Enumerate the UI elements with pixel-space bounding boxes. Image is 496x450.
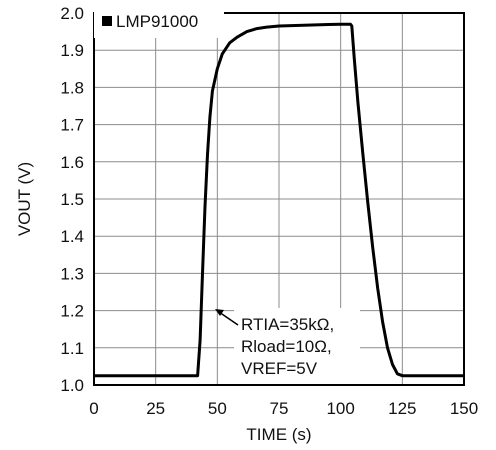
y-tick-label: 2.0 bbox=[60, 4, 84, 23]
legend-label: LMP91000 bbox=[116, 12, 198, 31]
grid-lines bbox=[94, 13, 464, 385]
legend-box bbox=[94, 2, 224, 38]
y-tick-label: 1.1 bbox=[60, 339, 84, 358]
y-tick-label: 1.4 bbox=[60, 227, 84, 246]
y-tick-label: 1.9 bbox=[60, 41, 84, 60]
annotation-line-2: Rload=10Ω, bbox=[241, 337, 332, 356]
x-tick-label: 75 bbox=[270, 399, 289, 418]
x-tick-label: 0 bbox=[89, 399, 98, 418]
plot-frame bbox=[93, 12, 465, 386]
y-axis-title: VOUT (V) bbox=[15, 162, 34, 236]
y-tick-label: 1.0 bbox=[60, 376, 84, 395]
x-axis-title: TIME (s) bbox=[246, 425, 311, 444]
legend-marker bbox=[102, 16, 112, 26]
y-tick-label: 1.2 bbox=[60, 302, 84, 321]
x-tick-label: 100 bbox=[326, 399, 354, 418]
x-tick-label: 150 bbox=[450, 399, 478, 418]
annotation: RTIA=35kΩ, Rload=10Ω, VREF=5V bbox=[215, 308, 360, 384]
annotation-arrowhead bbox=[215, 309, 224, 316]
series-line-lmp91000 bbox=[94, 22, 464, 378]
y-axis-ticks: 1.0 1.1 1.2 1.3 1.4 1.5 1.6 1.7 1.8 1.9 2.0 bbox=[60, 4, 84, 395]
y-tick-label: 1.6 bbox=[60, 153, 84, 172]
x-tick-label: 125 bbox=[388, 399, 416, 418]
y-tick-label: 1.3 bbox=[60, 264, 84, 283]
annotation-box bbox=[234, 308, 360, 384]
annotation-arrow bbox=[218, 311, 239, 326]
y-tick-label: 1.7 bbox=[60, 116, 84, 135]
y-tick-label: 1.5 bbox=[60, 190, 84, 209]
x-tick-label: 25 bbox=[146, 399, 165, 418]
annotation-line-3: VREF=5V bbox=[241, 359, 318, 378]
y-tick-label: 1.8 bbox=[60, 78, 84, 97]
legend: LMP91000 bbox=[94, 2, 224, 38]
annotation-line-1: RTIA=35kΩ, bbox=[241, 315, 334, 334]
x-axis-ticks: 0 25 50 75 100 125 150 bbox=[89, 399, 478, 418]
x-tick-label: 50 bbox=[208, 399, 227, 418]
